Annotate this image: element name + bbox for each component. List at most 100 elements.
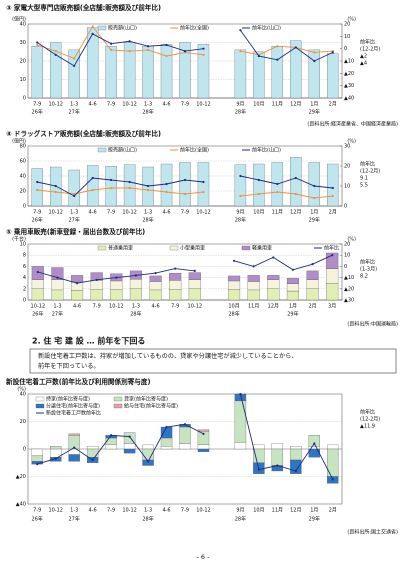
x-tick-label: 10-12 (48, 102, 63, 108)
legend-swatch (35, 396, 45, 402)
bar (247, 289, 260, 301)
line-point (75, 282, 79, 285)
y-unit: (億円) (12, 16, 26, 23)
bar (142, 46, 154, 99)
y2-tick-label: 20 (344, 242, 350, 248)
bar (110, 289, 123, 301)
x-tick-label: 1-3 (144, 508, 152, 514)
line-point (183, 192, 187, 196)
year-label: 29年 (309, 109, 320, 116)
line-point (239, 29, 242, 32)
y2-tick-label: ▲40 (344, 96, 354, 102)
chart-title: ⑤ 乗用車販売(新車登録・届出台数及び前年比) (6, 227, 145, 236)
bar (105, 46, 117, 99)
line-point (239, 194, 242, 198)
bar (271, 46, 284, 99)
line-point (73, 64, 76, 68)
x-tick-label: 10-12 (122, 102, 137, 108)
x-tick-label: 7-9 (33, 102, 41, 108)
line-point (257, 178, 260, 182)
x-tick-label: 7-9 (33, 210, 41, 216)
line-point (146, 460, 150, 463)
y2-tick-label: 0 (344, 46, 347, 52)
legend-swatch (97, 147, 107, 153)
year-label: 28年 (228, 311, 239, 318)
line-point (252, 265, 255, 268)
line-point (165, 190, 168, 194)
y-tick-label: 10 (20, 242, 26, 248)
x-tick-label: 1-3 (144, 102, 152, 108)
legend-label: 小型乗用車 (180, 245, 205, 252)
x-tick-label: 2月 (329, 508, 337, 514)
x-tick-label: 4-6 (73, 304, 81, 310)
legend-swatch (97, 245, 107, 251)
line-point (313, 196, 316, 200)
bar (169, 272, 182, 281)
line-point (146, 188, 150, 192)
x-tick-label: 1-3 (70, 508, 78, 514)
line-point (331, 194, 334, 198)
x-tick-label: 10-12 (196, 102, 211, 108)
bar (86, 165, 99, 207)
y2-tick-label: 0 (344, 204, 347, 210)
y2-tick-label: 10 (344, 184, 350, 190)
y2-tick-label: 30 (344, 144, 350, 150)
x-tick-label: 7-9 (181, 508, 189, 514)
line-point (165, 54, 168, 58)
line-point (146, 45, 150, 48)
y-tick-label: 0 (23, 204, 26, 210)
source-note: (資料出所:経済産業省、中国経済産業局) (307, 121, 398, 128)
y2-tick-label: ▲30 (344, 298, 354, 304)
bar (267, 279, 280, 289)
x-tick-label: 10月 (228, 304, 239, 310)
bar (228, 275, 241, 282)
x-tick-label: 7-9 (93, 304, 101, 310)
bar (149, 275, 162, 282)
y-tick-label: 20 (20, 419, 26, 425)
line-point (54, 190, 57, 194)
bar (188, 288, 201, 301)
y2-tick-label: ▲10 (344, 59, 354, 65)
year-label: 27年 (68, 516, 79, 523)
bar (142, 444, 154, 450)
bar (247, 281, 260, 291)
bar (86, 27, 99, 99)
side-note: (12-2月) (360, 169, 380, 175)
y-tick-label: 6 (23, 264, 26, 270)
line-point (91, 188, 94, 192)
bar (267, 288, 280, 301)
line-point (128, 186, 131, 190)
bar (68, 433, 80, 436)
x-tick-label: 1-3 (70, 210, 78, 216)
line-point (110, 178, 113, 182)
x-tick-label: 1-3 (132, 304, 140, 310)
summary-line: 前年を下回っている。 (38, 362, 100, 370)
summary-line: 新設住宅着工戸数は、持家が増加しているものの、貸家や分譲住宅が減少していることか… (38, 352, 298, 360)
y-tick-label: 0 (23, 447, 26, 453)
legend-label: 貸家(前年比寄与度) (124, 396, 168, 403)
chart-title: 新設住宅着工戸数(前年比及び利用関係別寄与度) (6, 377, 151, 386)
bar (253, 448, 265, 463)
bar (123, 164, 136, 207)
bar (160, 446, 173, 450)
line (37, 25, 333, 60)
bar (308, 162, 320, 207)
bar (306, 270, 319, 280)
line-point (128, 435, 131, 438)
x-tick-label: 10月 (253, 102, 264, 108)
bar (234, 441, 247, 450)
line-point (239, 174, 242, 178)
bar (197, 44, 210, 99)
bar (51, 289, 64, 301)
x-tick-label: 11月 (272, 102, 283, 108)
y-tick-label: 20 (20, 189, 26, 195)
line-point (313, 442, 316, 445)
bar (129, 288, 142, 301)
bar (68, 49, 80, 99)
bar (86, 446, 99, 450)
x-tick-label: 1月 (310, 210, 318, 216)
bar (253, 51, 265, 99)
line-point (54, 457, 57, 460)
y-tick-label: 20 (20, 59, 26, 65)
x-tick-label: 10-12 (196, 210, 211, 216)
